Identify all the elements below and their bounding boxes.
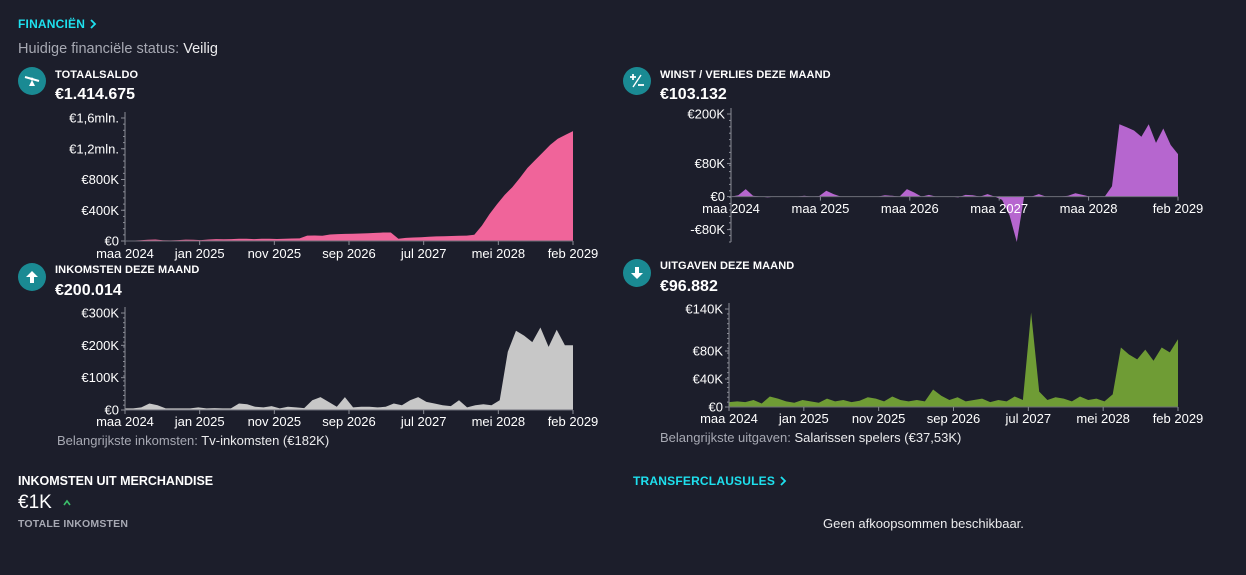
profit-y-tick-label: €80K <box>695 156 726 171</box>
expenses-x-tick-label: nov 2025 <box>852 411 906 426</box>
balance-x-tick-label: sep 2026 <box>322 246 376 261</box>
scale-icon <box>18 67 46 95</box>
expenses-x-tick-label: sep 2026 <box>927 411 981 426</box>
status-value: Veilig <box>183 41 218 57</box>
income-y-tick-label: €300K <box>81 306 119 321</box>
arrow-up-icon <box>18 263 46 291</box>
income-x-tick-label: feb 2029 <box>548 414 599 429</box>
balance-label: TOTAALSALDO <box>55 69 139 81</box>
profit-area <box>731 124 1178 242</box>
balance-x-tick-label: jan 2025 <box>174 246 225 261</box>
income-x-tick-label: mei 2028 <box>472 414 525 429</box>
balance-x-tick-label: mei 2028 <box>472 246 525 261</box>
transfer-empty-text: Geen afkoopsommen beschikbaar. <box>823 516 1024 531</box>
balance-x-tick-label: jul 2027 <box>400 246 447 261</box>
income-y-tick-label: €200K <box>81 338 119 353</box>
merchandise-value: €1K <box>18 492 52 513</box>
trend-up-icon <box>56 496 72 511</box>
income-x-tick-label: nov 2025 <box>248 414 302 429</box>
income-chart: €0 €100K €200K €300K maa 2024 jan 2025 nov 202… <box>81 306 599 430</box>
chevron-right-icon <box>779 474 787 488</box>
balance-value: €1.414.675 <box>55 86 136 103</box>
profit-x-tick-label: feb 2029 <box>1153 201 1204 216</box>
profit-y-tick-label: -€80K <box>690 222 725 237</box>
income-value: €200.014 <box>55 282 122 299</box>
balance-chart: €0 €400K €800K €1,2mln. €1,6mln. maa 2024 jan … <box>69 111 599 262</box>
income-area <box>125 327 573 410</box>
profit-x-tick-label: maa 2024 <box>702 201 760 216</box>
financial-status: Huidige financiële status: Veilig <box>18 41 218 57</box>
expenses-x-tick-label: maa 2024 <box>700 411 758 426</box>
income-x-tick-label: sep 2026 <box>322 414 376 429</box>
expenses-label: UITGAVEN DEZE MAAND <box>660 260 795 272</box>
profit-x-tick-label: maa 2025 <box>791 201 849 216</box>
profit-label: WINST / VERLIES DEZE MAAND <box>660 69 831 81</box>
income-footer-label: Belangrijkste inkomsten: <box>57 433 198 448</box>
balance-y-tick-label: €1,6mln. <box>69 111 119 126</box>
merchandise-title: INKOMSTEN UIT MERCHANDISE <box>18 474 214 488</box>
expenses-y-tick-label: €40K <box>693 372 724 387</box>
profit-x-tick-label: maa 2027 <box>970 201 1028 216</box>
balance-y-tick-label: €800K <box>81 172 119 187</box>
income-footer: Belangrijkste inkomsten: Tv-inkomsten (€… <box>57 433 329 448</box>
balance-y-tick-label: €1,2mln. <box>69 141 119 156</box>
chevron-right-icon <box>89 17 97 31</box>
expenses-footer: Belangrijkste uitgaven: Salarissen spele… <box>660 430 961 445</box>
profit-x-tick-label: maa 2026 <box>881 201 939 216</box>
balance-y-tick-label: €0 <box>105 234 119 249</box>
profit-y-tick-label: €0 <box>711 189 725 204</box>
expenses-area <box>729 312 1178 407</box>
income-x-tick-label: jan 2025 <box>174 414 225 429</box>
merchandise-sublabel: TOTALE INKOMSTEN <box>18 518 129 530</box>
balance-x-tick-label: nov 2025 <box>248 246 302 261</box>
income-label: INKOMSTEN DEZE MAAND <box>55 264 200 276</box>
expenses-value: €96.882 <box>660 278 718 295</box>
profit-value: €103.132 <box>660 86 727 103</box>
arrow-down-icon <box>623 259 651 287</box>
finances-title-link[interactable]: FINANCIËN <box>18 17 97 31</box>
income-x-tick-label: jul 2027 <box>400 414 447 429</box>
income-footer-value: Tv-inkomsten (€182K) <box>201 433 330 448</box>
expenses-y-tick-label: €140K <box>685 302 723 317</box>
expenses-x-tick-label: feb 2029 <box>1153 411 1204 426</box>
balance-y-tick-label: €400K <box>81 203 119 218</box>
status-label: Huidige financiële status: <box>18 41 180 57</box>
expenses-x-tick-label: jul 2027 <box>1005 411 1052 426</box>
expenses-x-tick-label: mei 2028 <box>1076 411 1129 426</box>
plus-minus-icon <box>623 67 651 95</box>
profit-x-tick-label: maa 2028 <box>1060 201 1118 216</box>
expenses-footer-label: Belangrijkste uitgaven: <box>660 430 791 445</box>
balance-x-tick-label: maa 2024 <box>96 246 154 261</box>
profit-y-tick-label: €200K <box>687 107 725 122</box>
profit-chart: -€80K €0 €80K €200K maa 2024 maa 2025 maa 2026… <box>687 107 1204 243</box>
merchandise-value-row: €1K <box>18 492 72 514</box>
expenses-y-tick-label: €80K <box>693 344 724 359</box>
balance-area <box>125 131 573 241</box>
expenses-chart: €0 €40K €80K €140K maa 2024 jan 2025 nov 2025 s… <box>685 302 1204 427</box>
expenses-y-tick-label: €0 <box>709 400 723 415</box>
transfer-clauses-title: TRANSFERCLAUSULES <box>633 474 776 488</box>
expenses-footer-value: Salarissen spelers (€37,53K) <box>794 430 962 445</box>
balance-x-tick-label: feb 2029 <box>548 246 599 261</box>
transfer-clauses-link[interactable]: TRANSFERCLAUSULES <box>633 474 787 488</box>
finances-title: FINANCIËN <box>18 17 86 31</box>
income-y-tick-label: €100K <box>81 370 119 385</box>
income-x-tick-label: maa 2024 <box>96 414 154 429</box>
income-y-tick-label: €0 <box>105 403 119 418</box>
expenses-x-tick-label: jan 2025 <box>778 411 829 426</box>
